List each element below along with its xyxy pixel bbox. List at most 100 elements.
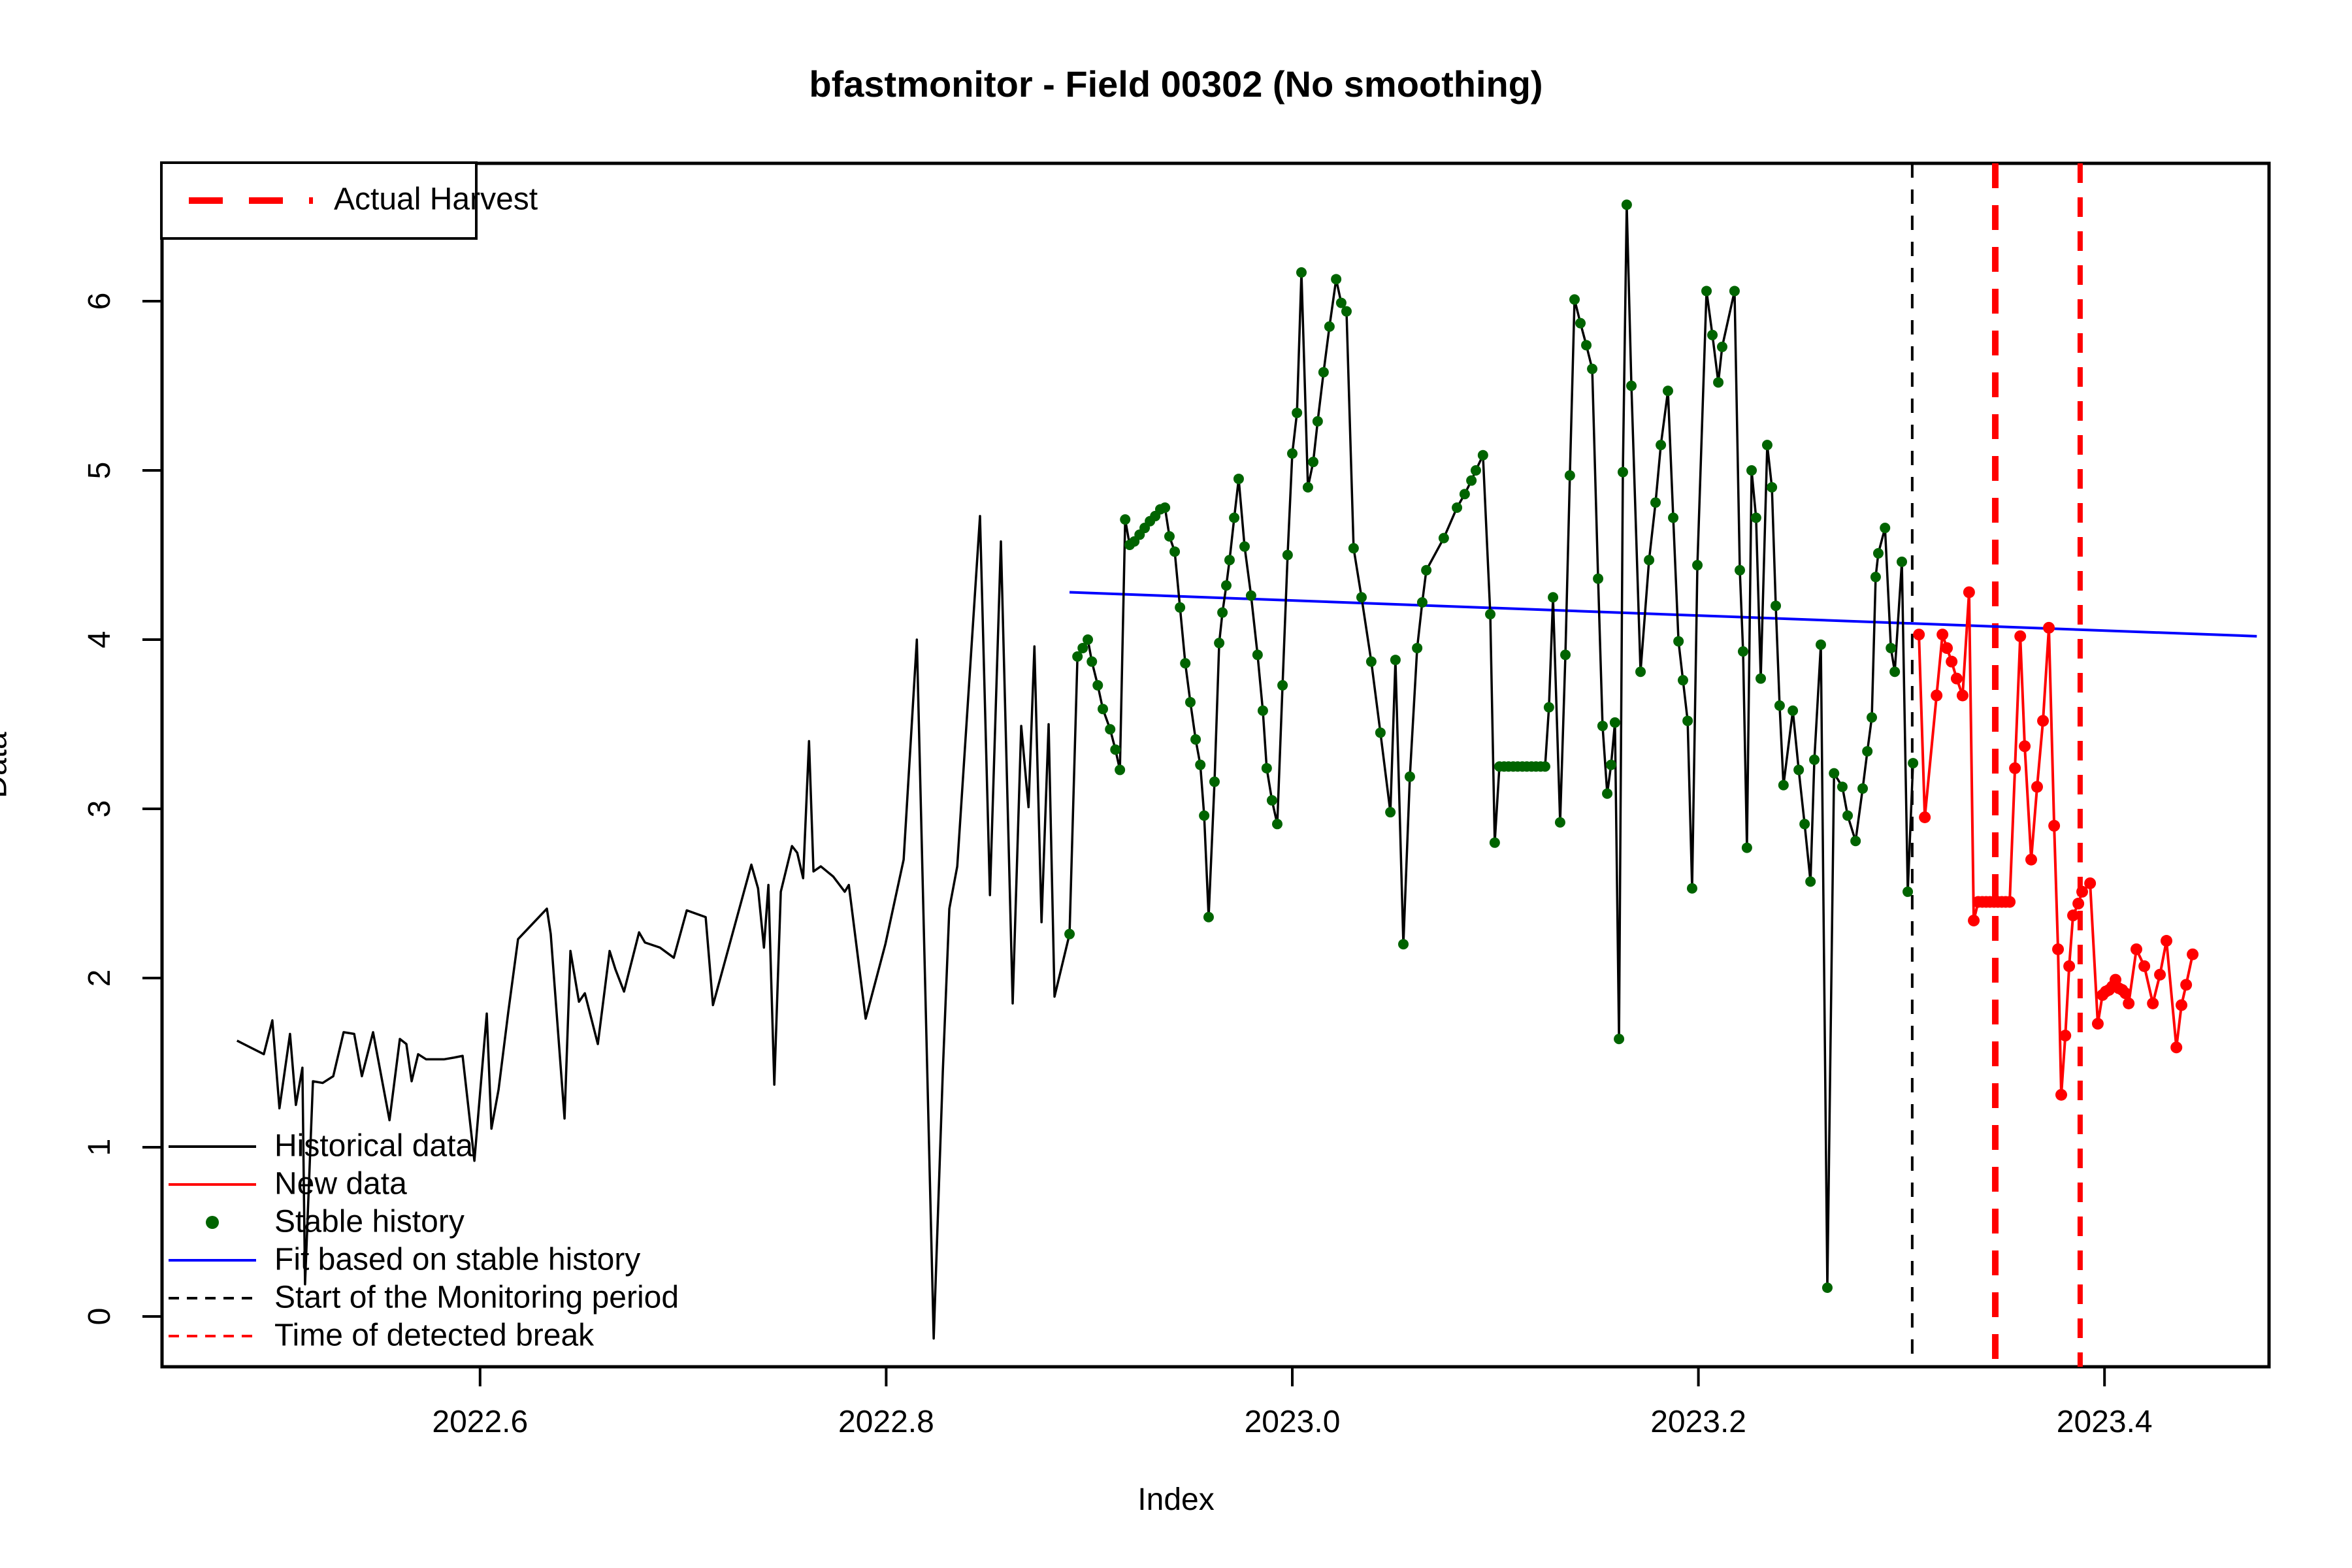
- stable-history-dot: [1575, 318, 1586, 329]
- stable-history-dot: [1160, 502, 1171, 513]
- stable-history-dot: [1593, 573, 1604, 584]
- new-data-dot: [2063, 960, 2076, 972]
- stable-history-dot: [1908, 758, 1919, 769]
- x-tick-label: 2023.2: [1650, 1405, 1746, 1439]
- stable-history-dot: [1203, 911, 1214, 923]
- stable-history-dot: [1682, 715, 1693, 727]
- stable-history-dot: [1092, 679, 1103, 691]
- stable-history-dot: [1609, 717, 1620, 728]
- legend-item-label: Stable history: [274, 1204, 465, 1239]
- legend-item-label: Start of the Monitoring period: [274, 1280, 679, 1315]
- stable-history-dot: [1850, 836, 1861, 847]
- stable-history-dot: [1668, 512, 1679, 523]
- x-tick-label: 2023.0: [1245, 1405, 1341, 1439]
- stable-history-dot: [1644, 555, 1655, 566]
- stable-history-dot: [1729, 286, 1740, 297]
- stable-history-dot: [1829, 768, 1840, 779]
- stable-history-dot: [1292, 407, 1303, 418]
- stable-history-dot: [1886, 642, 1897, 653]
- new-data-dot: [2059, 1030, 2072, 1042]
- stable-history-dot: [1774, 700, 1785, 711]
- stable-history-dot: [1105, 724, 1116, 735]
- stable-history-dot: [1077, 642, 1088, 653]
- stable-history-dot: [1707, 329, 1718, 340]
- new-data-dot: [2072, 898, 2085, 910]
- new-data-dot: [2138, 960, 2151, 972]
- stable-history-dot: [1287, 448, 1298, 459]
- x-axis-label: Index: [1137, 1482, 1215, 1517]
- stable-history-dot: [1214, 638, 1225, 649]
- y-tick-label: 4: [82, 631, 117, 649]
- stable-history-dot: [1614, 1034, 1625, 1045]
- stable-history-dot: [1312, 416, 1323, 427]
- stable-history-dot: [1621, 199, 1632, 210]
- stable-history-dot: [1356, 592, 1367, 603]
- x-tick-label: 2022.8: [838, 1405, 934, 1439]
- stable-history-dot: [1485, 609, 1496, 620]
- stable-history-dot: [1673, 636, 1684, 647]
- new-data-dot: [1941, 642, 1953, 654]
- y-tick-label: 2: [82, 970, 117, 987]
- new-data-dot: [2180, 979, 2193, 991]
- stable-history-dot: [1548, 592, 1559, 603]
- stable-history-dot: [1662, 385, 1673, 397]
- new-data-dot: [1919, 811, 1931, 823]
- stable-history-dot: [1470, 465, 1481, 476]
- new-data-dot: [2123, 997, 2135, 1009]
- stable-history-dot: [1686, 883, 1697, 894]
- stable-history-dot: [1605, 759, 1616, 770]
- new-data-dot: [1968, 914, 1980, 926]
- stable-history-dot: [1771, 600, 1782, 612]
- new-data-dot: [2031, 781, 2044, 793]
- line-icon: [169, 1183, 256, 1186]
- stable-history-dot: [1788, 705, 1799, 716]
- y-tick-label: 6: [82, 293, 117, 310]
- new-data-dot: [2014, 630, 2027, 642]
- new-data-dot: [2025, 853, 2038, 866]
- stable-history-dot: [1184, 696, 1196, 708]
- stable-history-dot: [1880, 523, 1891, 534]
- dot-icon: [206, 1216, 219, 1229]
- stable-history-dot: [1767, 482, 1778, 493]
- stable-history-dot: [1296, 267, 1307, 278]
- stable-history-dot: [1756, 673, 1767, 684]
- stable-history-dot: [1837, 781, 1848, 792]
- stable-history-dot: [1677, 675, 1688, 686]
- stable-history-dot: [1903, 886, 1914, 897]
- stable-history-dot: [1477, 449, 1488, 461]
- x-tick-label: 2023.4: [2057, 1405, 2153, 1439]
- stable-history-dot: [1554, 817, 1565, 828]
- stable-history-dot: [1266, 795, 1277, 806]
- stable-history-dot: [1224, 555, 1235, 566]
- stable-history-dot: [1809, 754, 1820, 765]
- stable-history-dot: [1597, 721, 1608, 732]
- stable-history-dot: [1086, 656, 1098, 667]
- chart-title: bfastmonitor - Field 00302 (No smoothing…: [809, 63, 1543, 105]
- new-data-dot: [2084, 877, 2097, 889]
- new-data-dot: [1913, 629, 1925, 641]
- stable-history-dot: [1217, 607, 1228, 618]
- stable-history-dot: [1564, 470, 1575, 481]
- new-data-dot: [2091, 1017, 2104, 1030]
- stable-history-dot: [1348, 543, 1359, 554]
- stable-history-dot: [1229, 512, 1240, 523]
- stable-history-dot: [1302, 482, 1313, 493]
- new-data-dot: [2055, 1088, 2067, 1101]
- dashed-line-icon: [169, 1335, 256, 1337]
- stable-history-dot: [1778, 779, 1789, 791]
- legend-item-label: New data: [274, 1166, 407, 1201]
- stable-history-dot: [1175, 602, 1186, 613]
- legend-item-label: Time of detected break: [274, 1318, 595, 1353]
- stable-history-dot: [1735, 564, 1746, 576]
- stable-history-dot: [1277, 679, 1288, 691]
- stable-history-dot: [1857, 783, 1869, 794]
- stable-history-dot: [1331, 274, 1342, 285]
- stable-history-dot: [1626, 380, 1637, 391]
- stable-history-dot: [1220, 580, 1232, 591]
- stable-history-dot: [1737, 646, 1748, 657]
- stable-history-dot: [1257, 705, 1268, 716]
- new-data-dot: [1931, 689, 1943, 702]
- stable-history-dot: [1750, 512, 1761, 523]
- line-icon: [169, 1145, 256, 1148]
